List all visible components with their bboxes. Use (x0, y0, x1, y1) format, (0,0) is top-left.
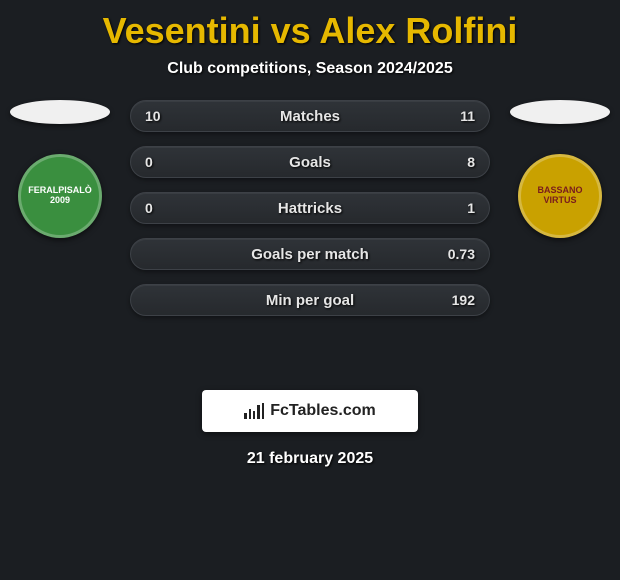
stat-left-value: 0 (145, 147, 153, 177)
player-left-club-text: FERALPISALÒ 2009 (21, 186, 99, 206)
stat-label: Hattricks (278, 200, 342, 217)
brand-text: FcTables.com (270, 402, 376, 420)
stat-bar: 10 Matches 11 (130, 100, 490, 132)
stat-label: Goals per match (251, 246, 369, 263)
stat-right-value: 8 (467, 147, 475, 177)
date-line: 21 february 2025 (0, 450, 620, 468)
stat-right-value: 11 (460, 101, 475, 131)
subtitle: Club competitions, Season 2024/2025 (0, 60, 620, 78)
stat-left-value: 0 (145, 193, 153, 223)
stat-bar: Min per goal 192 (130, 284, 490, 316)
player-right-avatar (510, 100, 610, 124)
compare-area: FERALPISALÒ 2009 BASSANO VIRTUS 10Matche… (0, 100, 620, 360)
player-right-club-badge: BASSANO VIRTUS (518, 154, 602, 238)
player-left-column: FERALPISALÒ 2009 (0, 100, 120, 238)
stat-right-value: 1 (467, 193, 475, 223)
brand-box[interactable]: FcTables.com (202, 390, 418, 432)
stat-left-value: 10 (145, 101, 161, 131)
stat-right-value: 0.73 (448, 239, 475, 269)
page-title: Vesentini vs Alex Rolfini (0, 0, 620, 60)
stat-bar-container: 10 Matches 11 0 Goals 8 0 Hattricks 1 Goals per m… (130, 100, 490, 316)
stat-label: Min per goal (266, 292, 354, 309)
stat-label: Goals (289, 154, 331, 171)
stat-right-value: 192 (452, 285, 475, 315)
player-left-avatar (10, 100, 110, 124)
player-left-club-badge: FERALPISALÒ 2009 (18, 154, 102, 238)
stat-bar: 0 Hattricks 1 (130, 192, 490, 224)
stat-label: Matches (280, 108, 340, 125)
player-right-column: BASSANO VIRTUS (500, 100, 620, 238)
stat-bar: 0 Goals 8 (130, 146, 490, 178)
stat-bar: Goals per match 0.73 (130, 238, 490, 270)
player-right-club-text: BASSANO VIRTUS (521, 186, 599, 206)
brand-chart-icon (244, 403, 264, 419)
